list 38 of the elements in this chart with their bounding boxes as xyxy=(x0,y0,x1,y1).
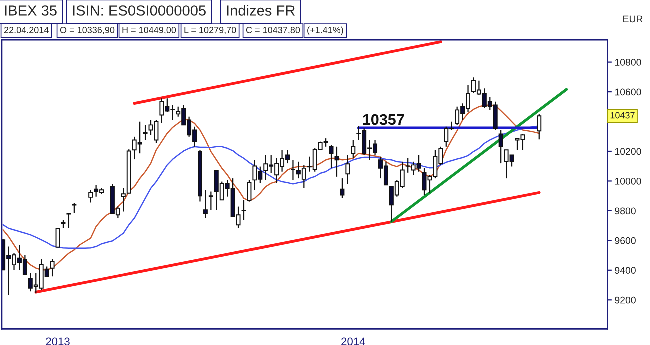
candlestick xyxy=(50,258,55,278)
annotation: 10437 xyxy=(610,112,635,119)
y-tick-label: 9600 xyxy=(615,237,636,244)
y-tick-label: 10000 xyxy=(615,178,642,185)
y-tick-label: 10800 xyxy=(615,59,642,66)
candlestick xyxy=(247,180,252,202)
text: H = 10449,00 xyxy=(122,27,176,34)
chart-title: IBEX 35 xyxy=(5,6,57,16)
candlestick xyxy=(56,228,60,248)
text: O = 10336,90 xyxy=(60,27,115,34)
text: 22.04.2014 xyxy=(4,27,49,34)
y-tick-label: 10200 xyxy=(615,148,642,156)
y-tick-label: 9200 xyxy=(615,296,636,304)
candlestick xyxy=(340,178,345,200)
candlestick xyxy=(88,190,94,204)
candlestick xyxy=(334,146,340,178)
candlestick xyxy=(346,154,350,185)
candlestick xyxy=(72,202,77,214)
chart-subtitle: ISIN: ES0SI0000005 xyxy=(73,6,206,16)
text: L = 10279,70 xyxy=(184,27,236,34)
text: (+1.41%) xyxy=(308,26,344,36)
candlestick xyxy=(203,190,208,219)
annotation: 10357 xyxy=(363,114,404,126)
candlestick xyxy=(143,124,148,141)
y-tick-label: 9400 xyxy=(615,267,636,274)
candlestick xyxy=(66,212,72,229)
y-tick-label: 10600 xyxy=(615,88,642,96)
text: Indizes FR xyxy=(227,5,296,16)
candlestick xyxy=(242,200,246,221)
y-tick-label: 9800 xyxy=(615,208,636,215)
candlestick xyxy=(290,160,296,181)
text: C = 10437,80 xyxy=(246,27,300,34)
candlestick xyxy=(208,191,214,211)
candlestick xyxy=(537,114,542,140)
candlestick xyxy=(498,130,504,164)
y-axis-title: EUR xyxy=(624,16,643,23)
candlestick xyxy=(351,140,356,160)
candlestick xyxy=(329,144,334,169)
